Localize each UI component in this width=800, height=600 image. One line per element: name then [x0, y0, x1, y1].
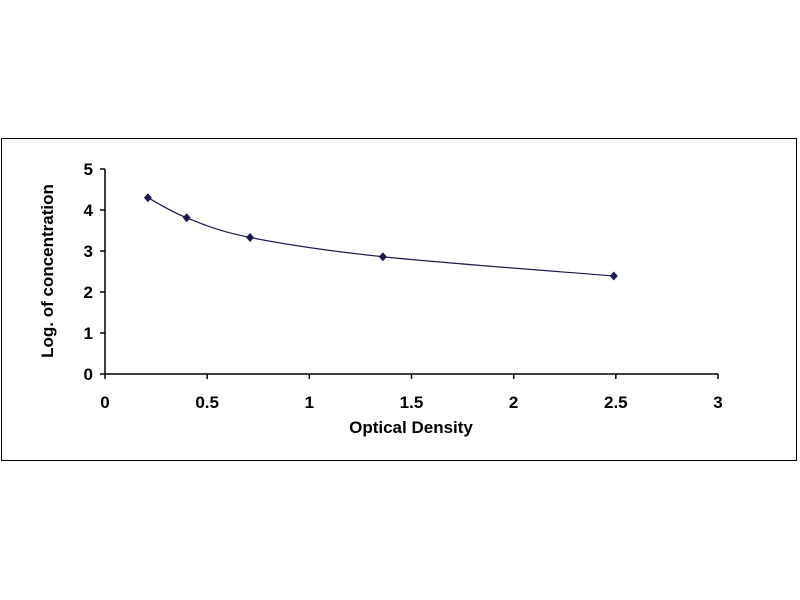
- y-tick-label: 3: [84, 242, 93, 261]
- axes: [100, 168, 719, 379]
- data-point: [378, 252, 387, 262]
- x-tick-label: 1.5: [400, 393, 424, 412]
- x-tick-label: 0.5: [195, 393, 219, 412]
- y-tick-labels: 0 1 2 3 4 5: [84, 160, 94, 384]
- data-point: [609, 271, 618, 281]
- x-tick-label: 2.5: [604, 393, 628, 412]
- data-point: [143, 193, 152, 203]
- y-tick-label: 5: [84, 160, 93, 179]
- x-tick-label: 2: [509, 393, 518, 412]
- x-tick-label: 3: [713, 393, 722, 412]
- data-point: [246, 232, 255, 242]
- y-tick-label: 1: [84, 324, 93, 343]
- x-tick-label: 0: [100, 393, 109, 412]
- y-tick-label: 2: [84, 283, 93, 302]
- x-axis-label: Optical Density: [349, 418, 473, 437]
- x-tick-label: 1: [305, 393, 314, 412]
- y-tick-label: 0: [84, 365, 93, 384]
- chart-frame: [1, 138, 797, 461]
- x-tick-labels: 0 0.5 1 1.5 2 2.5 3: [100, 393, 722, 412]
- y-tick-label: 4: [84, 201, 94, 220]
- y-axis-label: Log. of concentration: [38, 184, 57, 358]
- data-point: [182, 213, 191, 223]
- data-points: [143, 193, 618, 281]
- series-curve: [147, 197, 614, 277]
